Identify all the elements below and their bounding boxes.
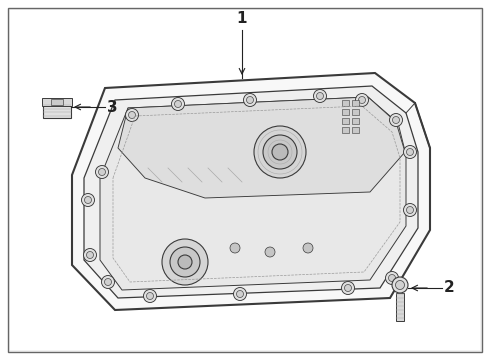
Polygon shape — [84, 86, 418, 298]
Circle shape — [407, 149, 414, 156]
Circle shape — [263, 135, 297, 169]
Circle shape — [254, 126, 306, 178]
Circle shape — [403, 203, 416, 216]
Bar — [352, 118, 359, 124]
Circle shape — [101, 275, 115, 288]
Circle shape — [356, 94, 368, 107]
Circle shape — [389, 274, 395, 282]
Circle shape — [392, 117, 399, 123]
Circle shape — [237, 291, 244, 297]
Polygon shape — [100, 97, 406, 290]
Bar — [43, 104, 71, 118]
Bar — [352, 100, 359, 106]
Circle shape — [172, 98, 185, 111]
Circle shape — [128, 112, 136, 118]
Polygon shape — [118, 97, 405, 198]
Bar — [396, 293, 404, 321]
Circle shape — [83, 248, 97, 261]
Circle shape — [81, 194, 95, 207]
Circle shape — [344, 284, 351, 292]
Circle shape — [342, 282, 354, 294]
Circle shape — [395, 280, 405, 289]
Circle shape — [403, 145, 416, 158]
Circle shape — [96, 166, 108, 179]
Circle shape — [174, 100, 181, 108]
Circle shape — [87, 252, 94, 258]
Circle shape — [230, 243, 240, 253]
Bar — [352, 109, 359, 115]
Bar — [342, 118, 349, 124]
Bar — [342, 127, 349, 133]
Circle shape — [104, 279, 112, 285]
Circle shape — [265, 247, 275, 257]
Bar — [342, 100, 349, 106]
Circle shape — [84, 197, 92, 203]
Text: 2: 2 — [444, 280, 455, 296]
Circle shape — [392, 277, 408, 293]
Polygon shape — [72, 73, 430, 310]
Bar — [352, 127, 359, 133]
Circle shape — [147, 292, 153, 300]
Circle shape — [125, 108, 139, 122]
Circle shape — [317, 93, 323, 99]
Circle shape — [246, 96, 253, 104]
Circle shape — [386, 271, 398, 284]
Circle shape — [234, 288, 246, 301]
Circle shape — [303, 243, 313, 253]
Circle shape — [359, 96, 366, 104]
Circle shape — [98, 168, 105, 176]
Circle shape — [178, 255, 192, 269]
Circle shape — [244, 94, 256, 107]
Text: 1: 1 — [237, 11, 247, 26]
Circle shape — [314, 90, 326, 103]
Circle shape — [162, 239, 208, 285]
Bar — [51, 99, 63, 105]
Circle shape — [170, 247, 200, 277]
Circle shape — [144, 289, 156, 302]
Text: 3: 3 — [107, 99, 118, 114]
Bar — [42, 98, 72, 106]
Bar — [342, 109, 349, 115]
Circle shape — [272, 144, 288, 160]
Circle shape — [390, 113, 402, 126]
Circle shape — [407, 207, 414, 213]
